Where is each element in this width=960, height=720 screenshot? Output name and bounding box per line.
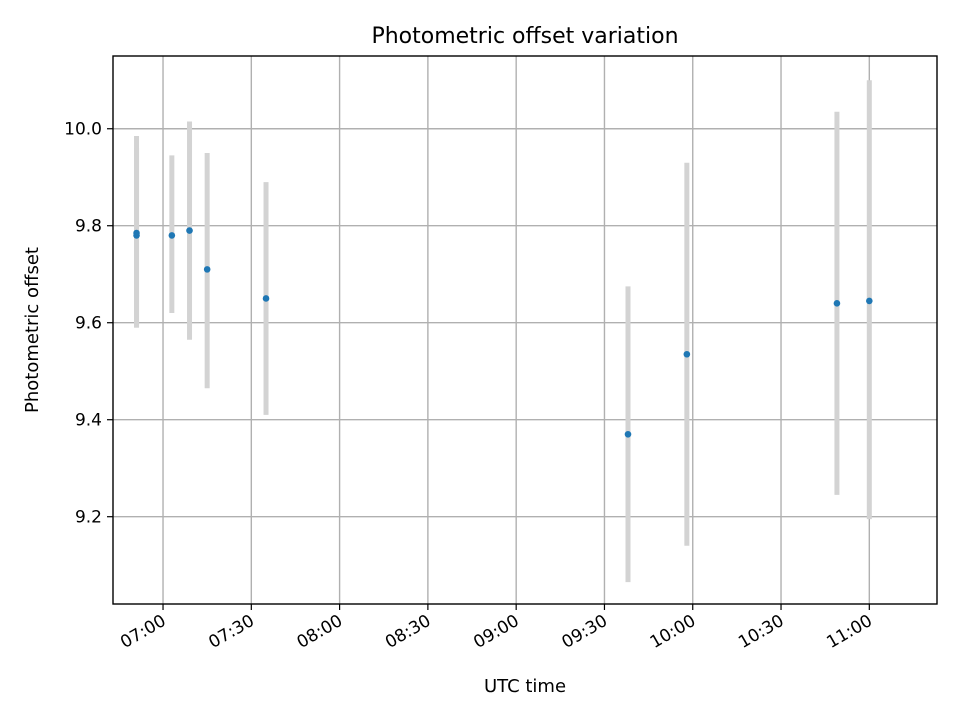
y-axis-label: Photometric offset [22, 247, 43, 413]
data-point [168, 232, 176, 239]
y-axis-ticks: 9.2 9.4 9.6 9.8 10.0 [64, 120, 113, 528]
data-point [866, 297, 873, 305]
data-point [833, 300, 841, 307]
y-tick-label: 9.8 [75, 217, 102, 237]
y-tick-label: 9.6 [75, 314, 102, 334]
data-point [683, 350, 691, 358]
y-tick-label: 9.2 [75, 508, 102, 528]
plot-frame [112, 55, 938, 605]
x-axis-label: UTC time [484, 676, 566, 697]
data-point [186, 227, 193, 234]
grid [113, 56, 937, 604]
y-tick-label: 9.4 [75, 411, 102, 431]
data-point [262, 295, 270, 302]
data-points [133, 227, 873, 438]
data-point [133, 229, 140, 237]
data-point [203, 266, 211, 273]
data-point [624, 430, 632, 438]
chart-title: Photometric offset variation [371, 24, 678, 49]
y-tick-label: 10.0 [64, 120, 102, 140]
